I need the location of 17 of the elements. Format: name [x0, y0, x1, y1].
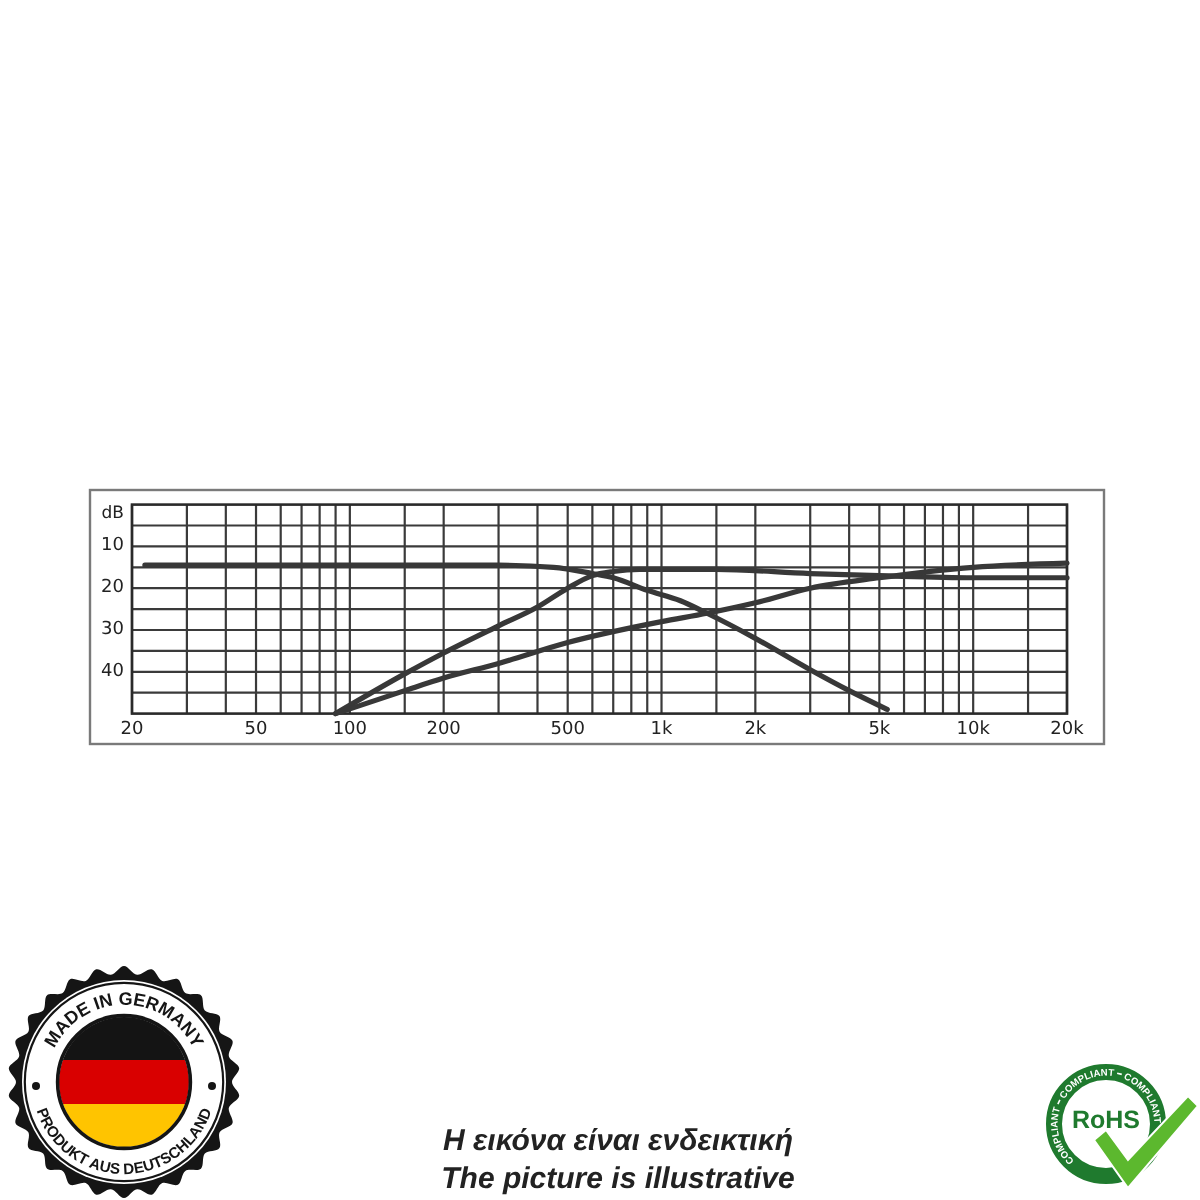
x-tick-label: 20k [1050, 720, 1086, 741]
x-tick-label: 200 [426, 720, 462, 741]
text: The picture is illustrative [441, 1161, 795, 1196]
y-tick-label: 20 [101, 579, 125, 600]
x-tick-label: 500 [550, 720, 586, 741]
x-tick-label: 2k [744, 720, 768, 741]
x-tick-label: 20 [120, 720, 144, 741]
x-tick-label: 1k [650, 720, 675, 741]
text: Η εικόνα είναι ενδεικτική [442, 1123, 794, 1158]
y-axis-title: dB [101, 504, 125, 525]
y-tick-label: 40 [101, 662, 125, 683]
y-tick-label: 10 [101, 537, 125, 558]
y-tick-label: 30 [101, 620, 125, 641]
x-tick-label: 50 [244, 720, 269, 741]
x-tick-label: 10k [956, 720, 992, 741]
x-tick-label: 5k [868, 720, 892, 741]
x-tick-label: 100 [332, 720, 368, 741]
